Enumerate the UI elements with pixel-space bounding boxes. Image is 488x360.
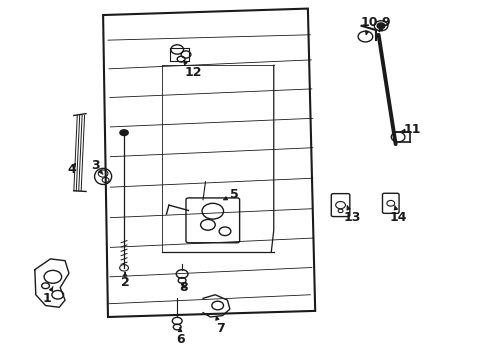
Text: 13: 13 <box>343 206 360 224</box>
Text: 2: 2 <box>121 273 129 289</box>
Text: 10: 10 <box>359 16 377 35</box>
Text: 3: 3 <box>91 159 102 174</box>
Text: 8: 8 <box>179 281 187 294</box>
Text: 4: 4 <box>67 163 76 176</box>
Text: 12: 12 <box>183 61 202 79</box>
Text: 1: 1 <box>42 287 53 305</box>
Text: 11: 11 <box>400 123 421 136</box>
Text: 7: 7 <box>215 316 224 335</box>
Text: 5: 5 <box>224 188 239 201</box>
Circle shape <box>119 129 129 136</box>
Text: 6: 6 <box>176 328 184 346</box>
Text: 9: 9 <box>378 16 389 32</box>
Text: 14: 14 <box>388 206 406 224</box>
Circle shape <box>376 23 384 29</box>
